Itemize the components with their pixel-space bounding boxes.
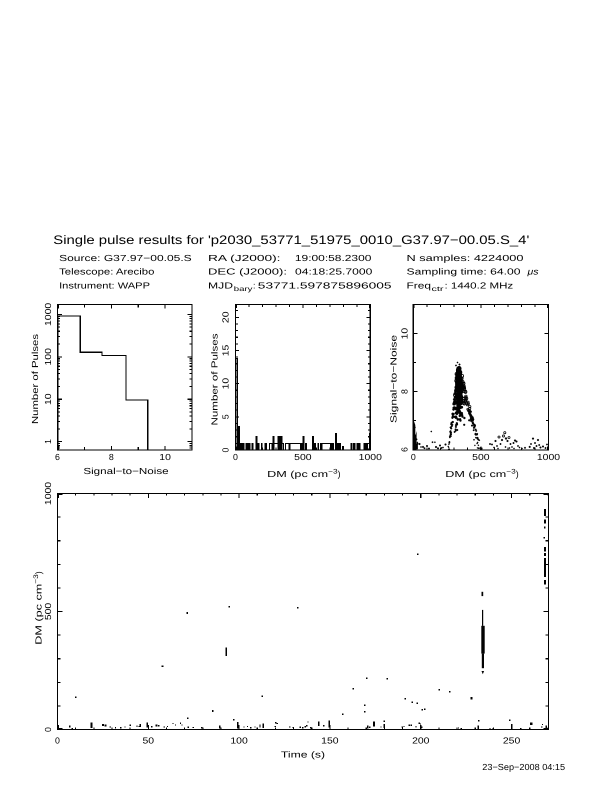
svg-text:Freq: Freq: [407, 280, 432, 290]
svg-text:6: 6: [400, 447, 410, 452]
svg-text:500: 500: [472, 452, 490, 462]
svg-text:04:18:25.7000: 04:18:25.7000: [295, 267, 372, 277]
svg-text:150: 150: [321, 735, 339, 745]
svg-text:DM (pc cm−3): DM (pc cm−3): [33, 571, 43, 645]
svg-text:15: 15: [221, 345, 231, 357]
svg-text:1: 1: [43, 439, 53, 444]
svg-text:200: 200: [412, 735, 430, 745]
svg-text:0: 0: [55, 735, 60, 745]
svg-text:10: 10: [43, 393, 53, 405]
svg-text:N samples: 4224000: N samples: 4224000: [407, 253, 524, 263]
svg-text:MJD: MJD: [208, 280, 233, 290]
svg-text:8: 8: [109, 452, 114, 462]
svg-text:1000: 1000: [43, 482, 53, 505]
svg-text:1000: 1000: [359, 452, 382, 462]
svg-text:500: 500: [43, 603, 53, 621]
svg-text:Time (s): Time (s): [281, 750, 325, 760]
svg-text:0: 0: [233, 452, 238, 462]
svg-text:: 1440.2 MHz: : 1440.2 MHz: [445, 280, 514, 290]
svg-text:Signal−to−Noise: Signal−to−Noise: [83, 466, 168, 476]
svg-text:100: 100: [43, 348, 53, 366]
svg-text:DM (pc cm−3): DM (pc cm−3): [445, 468, 519, 478]
svg-text::: :: [253, 280, 255, 290]
svg-text:250: 250: [503, 735, 521, 745]
svg-text:Single pulse results for 'p203: Single pulse results for 'p2030_53771_51…: [53, 233, 529, 247]
svg-text:Number of Pulses: Number of Pulses: [210, 333, 220, 426]
svg-text:RA (J2000):: RA (J2000):: [208, 253, 281, 263]
svg-text:23−Sep−2008 04:15: 23−Sep−2008 04:15: [482, 762, 565, 772]
svg-text:μs: μs: [526, 267, 539, 277]
svg-text:6: 6: [55, 452, 60, 462]
svg-text:20: 20: [221, 311, 231, 323]
svg-text:19:00:58.2300: 19:00:58.2300: [295, 253, 372, 263]
svg-text:8: 8: [400, 389, 410, 394]
svg-text:100: 100: [230, 735, 248, 745]
svg-text:bary: bary: [234, 286, 254, 293]
svg-text:0: 0: [221, 447, 231, 452]
svg-text:Sampling time: 64.00: Sampling time: 64.00: [407, 267, 521, 277]
svg-text:Number of Pulses: Number of Pulses: [30, 333, 40, 424]
svg-text:1000: 1000: [43, 303, 53, 326]
svg-text:0: 0: [43, 727, 53, 732]
svg-text:53771.597875896005: 53771.597875896005: [258, 280, 392, 290]
svg-text:1000: 1000: [537, 452, 560, 462]
svg-text:Instrument: WAPP: Instrument: WAPP: [59, 280, 150, 290]
svg-text:ctr: ctr: [432, 286, 445, 293]
svg-text:10: 10: [159, 452, 171, 462]
svg-text:500: 500: [294, 452, 312, 462]
svg-text:DEC (J2000):: DEC (J2000):: [208, 267, 287, 277]
svg-text:5: 5: [221, 414, 231, 419]
svg-text:10: 10: [221, 378, 231, 390]
svg-text:DM (pc cm−3): DM (pc cm−3): [267, 468, 341, 478]
svg-text:50: 50: [143, 735, 155, 745]
svg-text:Telescope: Arecibo: Telescope: Arecibo: [59, 267, 154, 277]
svg-text:10: 10: [400, 328, 410, 340]
svg-text:Signal−to−Noise: Signal−to−Noise: [389, 335, 399, 423]
svg-text:0: 0: [411, 452, 416, 462]
svg-text:Source: G37.97−00.05.S: Source: G37.97−00.05.S: [59, 253, 192, 263]
